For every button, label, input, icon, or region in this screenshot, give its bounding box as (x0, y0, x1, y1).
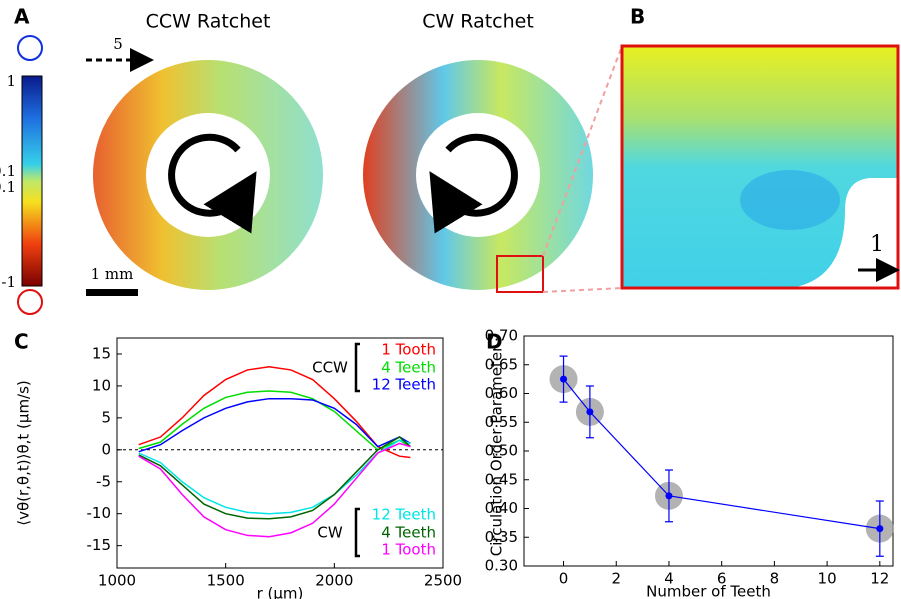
point (665, 492, 673, 500)
x-tick-label: 2000 (315, 572, 353, 590)
panel-label: D (486, 330, 503, 354)
legend-entry: 12 Teeth (372, 506, 436, 524)
legend-group: CCW (312, 359, 348, 377)
x-tick-label: 4 (664, 570, 674, 588)
panel-label: A (14, 5, 30, 29)
panel-title: CCW Ratchet (146, 11, 271, 33)
y-tick-label: 15 (92, 344, 111, 362)
plot-frame (116, 337, 444, 569)
colorbar-label: 0.1 (0, 162, 16, 180)
series-line (138, 397, 411, 453)
x-tick-label: 6 (717, 570, 727, 588)
connecting-line (563, 378, 880, 530)
series-line (138, 390, 411, 451)
colorbar-label: -0.1 (0, 178, 16, 196)
y-tick-label: 10 (92, 376, 111, 394)
series-line (138, 439, 411, 515)
point (560, 375, 568, 383)
y-tick-label: -15 (87, 536, 112, 554)
arrow-scale: 5 (113, 35, 123, 53)
y-tick-label: 0.55 (485, 413, 518, 431)
y-tick-label: 0.35 (485, 528, 518, 546)
y-tick-label: 0.70 (485, 327, 518, 345)
vortex-region (740, 170, 840, 230)
y-tick-label: 0.45 (485, 470, 518, 488)
ccw-icon (17, 35, 43, 61)
y-tick-label: -5 (96, 472, 111, 490)
y-tick-label: 0.60 (485, 384, 518, 402)
y-axis-label: ⟨vθ(r,θ,t)⟩θ,t (μm/s) (15, 380, 33, 526)
y-tick-label: -10 (87, 504, 112, 522)
x-axis-label: Number of Teeth (646, 583, 771, 599)
scale-bar-label: 1 mm (91, 265, 134, 283)
zoom-frame (620, 44, 900, 290)
scale-bar (86, 289, 138, 296)
x-tick-label: 1000 (98, 572, 136, 590)
rotation-arrow (168, 133, 257, 234)
x-tick-label: 2 (611, 570, 621, 588)
series-line (138, 365, 411, 459)
series-line (138, 442, 411, 538)
legend-entry: 1 Tooth (381, 541, 436, 559)
arrow-scale: 1 (870, 232, 884, 257)
cw-icon (17, 289, 43, 315)
x-tick-label: 8 (770, 570, 780, 588)
y-tick-label: 0.65 (485, 355, 518, 373)
plot-frame (523, 335, 894, 567)
legend-entry: 12 Teeth (372, 376, 436, 394)
panel-label: B (630, 5, 645, 29)
y-tick-label: 0.50 (485, 442, 518, 460)
y-tick-label: 0.40 (485, 499, 518, 517)
panel-title: CW Ratchet (422, 11, 534, 33)
ratchet-hole (416, 113, 540, 237)
point (586, 408, 594, 416)
point (876, 525, 884, 533)
y-axis-label: Circulation Order Parameter (488, 345, 506, 556)
x-tick-label: 12 (870, 570, 889, 588)
legend-entry: 1 Tooth (381, 341, 436, 359)
x-tick-label: 10 (818, 570, 837, 588)
colorbar (21, 75, 43, 287)
x-axis-label: r (μm) (257, 585, 304, 599)
legend-entry: 4 Teeth (381, 524, 436, 542)
legend-bracket (354, 507, 360, 558)
ratchet-hole (146, 113, 270, 237)
y-tick-label: 0 (101, 440, 111, 458)
zoom-box (496, 255, 544, 293)
rotation-arrow (429, 133, 518, 234)
series-line (138, 436, 411, 520)
x-tick-label: 0 (559, 570, 569, 588)
y-tick-label: 0.30 (485, 557, 518, 575)
colorbar-label: 1 (6, 72, 16, 90)
zoom-field (622, 46, 898, 288)
panel-label: C (14, 330, 29, 354)
legend-group: CW (317, 524, 342, 542)
legend-entry: 4 Teeth (381, 359, 436, 377)
y-tick-label: 5 (101, 408, 111, 426)
zoom-line (542, 45, 623, 257)
zoom-line (542, 287, 623, 293)
x-tick-label: 1500 (207, 572, 245, 590)
legend-bracket (354, 342, 360, 393)
colorbar-label: -1 (1, 273, 16, 291)
x-tick-label: 2500 (424, 572, 462, 590)
